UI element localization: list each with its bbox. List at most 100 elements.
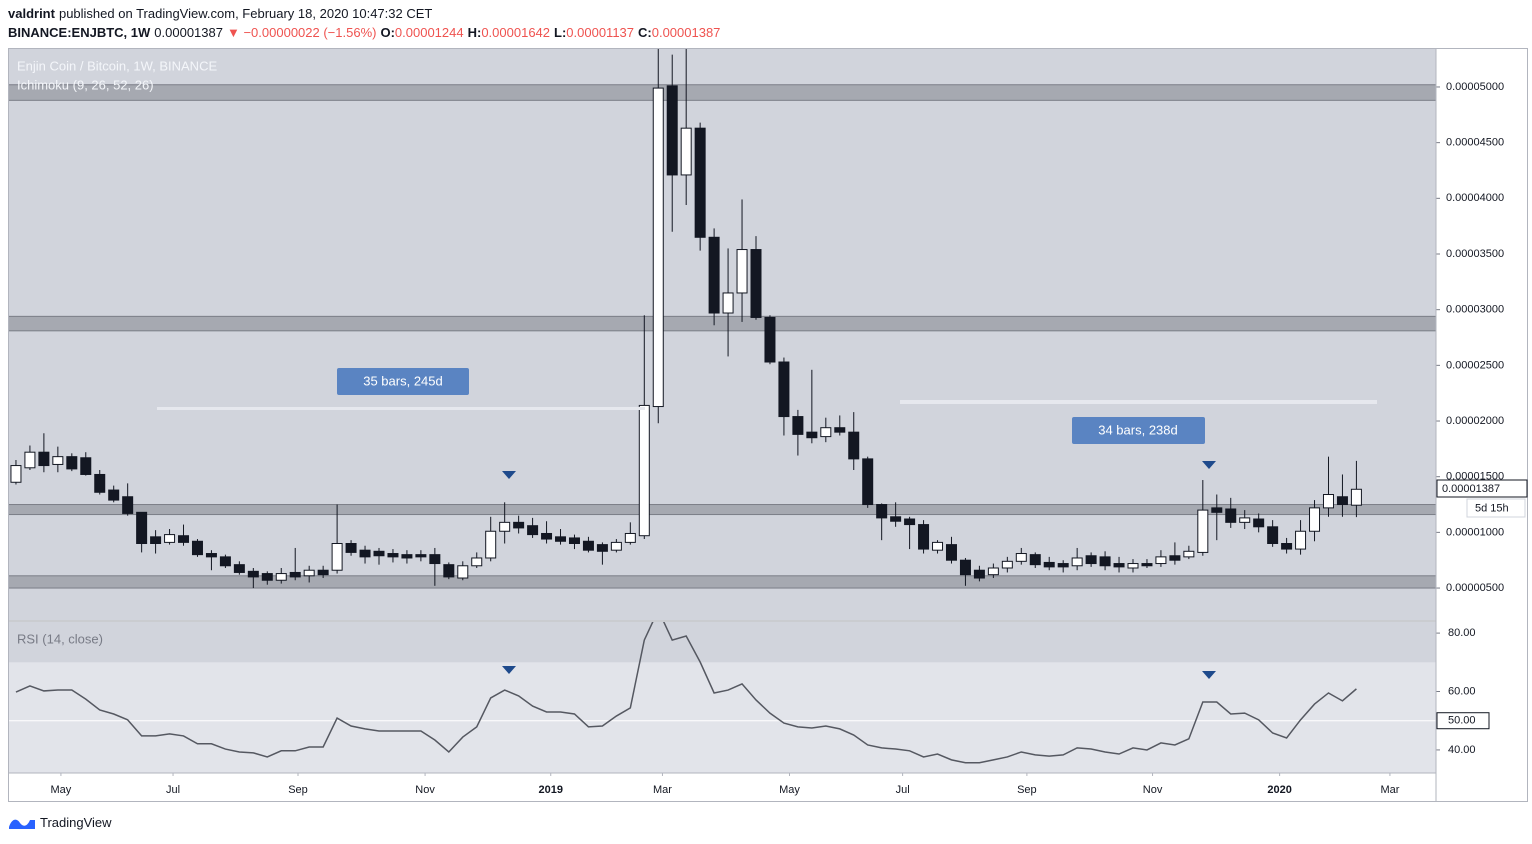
published: published on TradingView.com, February 1…: [58, 6, 433, 21]
logo: [9, 819, 35, 829]
indicator-label: Ichimoku (9, 26, 52, 26): [17, 77, 154, 92]
candle-body: [1211, 507, 1223, 513]
quote-line: BINANCE:ENJBTC, 1W 0.00001387 ▼ −0.00000…: [8, 25, 720, 40]
candle-body: [359, 549, 371, 558]
price-pane: [8, 48, 1436, 620]
candle-body: [834, 427, 846, 433]
x-tick-label: Sep: [1017, 784, 1037, 796]
candle-body: [485, 530, 497, 559]
candle-body: [666, 85, 678, 176]
candle-body: [652, 87, 664, 408]
candle-body: [527, 525, 539, 536]
candle-body: [1043, 561, 1055, 568]
candle-body: [568, 537, 580, 545]
zone: [8, 84, 1436, 101]
candle-body: [150, 536, 162, 545]
candle-body: [443, 564, 455, 578]
y-tick-label: 0.00001000: [1446, 526, 1504, 538]
price-axis: [1436, 48, 1528, 802]
candle-body: [247, 570, 259, 578]
candle-body: [806, 431, 818, 439]
x-tick-label: May: [779, 784, 800, 796]
x-tick-label: Mar: [1380, 784, 1399, 796]
candle-body: [471, 557, 483, 567]
measure-line: [157, 407, 645, 410]
x-tick-label: 2019: [539, 784, 563, 796]
candle-body: [1253, 518, 1265, 528]
candle-body: [1183, 550, 1195, 558]
candle-body: [457, 565, 469, 579]
candle-body: [792, 416, 804, 435]
candle-body: [610, 541, 622, 551]
measure-box: [337, 368, 469, 395]
candle-body: [136, 511, 148, 545]
candle-body: [261, 573, 273, 581]
ohlc-item: L:0.00001137: [554, 25, 634, 40]
candle-body: [708, 236, 720, 314]
candle-body: [959, 559, 971, 576]
candle-body: [1309, 507, 1321, 532]
candle-body: [1001, 560, 1013, 569]
zone: [8, 315, 1436, 332]
x-tick-label: Mar: [653, 784, 672, 796]
candle-body: [373, 550, 385, 557]
candle-body: [1141, 563, 1153, 567]
candle-body: [52, 456, 64, 465]
y-tick-label: 0.00004000: [1446, 192, 1504, 204]
last-price: 0.00001387: [154, 25, 223, 40]
candle-body: [638, 404, 650, 537]
y-tick-label: 0.00005000: [1446, 81, 1504, 93]
candle-body: [164, 534, 176, 543]
last-price-box: [1436, 479, 1528, 498]
candle-body: [38, 451, 50, 467]
candle-body: [736, 249, 748, 294]
x-tick-label: May: [51, 784, 72, 796]
candle-body: [1239, 517, 1251, 523]
candle-body: [345, 543, 357, 553]
candle-body: [624, 532, 636, 543]
candle-body: [973, 569, 985, 579]
x-tick-label: Nov: [415, 784, 435, 796]
candle-body: [1113, 563, 1125, 568]
y-tick-label: 60.00: [1448, 685, 1476, 697]
ohlc-value: 0.00001387: [651, 25, 721, 40]
candle-body: [178, 535, 190, 543]
candle-body: [1267, 526, 1279, 545]
zone: [8, 504, 1436, 516]
candle-body: [904, 518, 916, 526]
y-tick-label: 80.00: [1448, 627, 1476, 639]
candle-body: [1169, 555, 1181, 561]
candle-body: [1085, 555, 1097, 565]
candle-body: [415, 554, 427, 558]
candle-body: [1155, 556, 1167, 565]
symbol: BINANCE:ENJBTC, 1W: [8, 25, 151, 40]
y-tick-label: 0.00002000: [1446, 415, 1504, 427]
candle-body: [499, 521, 511, 532]
rsi-title: RSI (14, close): [17, 631, 103, 646]
candle-body: [890, 516, 902, 522]
candle-body: [764, 316, 776, 363]
candle-body: [108, 489, 120, 501]
candle-body: [945, 544, 957, 561]
marker: [1202, 671, 1216, 679]
candle-body: [303, 569, 315, 577]
candle-body: [275, 573, 287, 581]
time-axis: [8, 773, 1436, 802]
ohlc-item: H:0.00001642: [468, 25, 550, 40]
candle-body: [1295, 530, 1307, 550]
candle-body: [1071, 557, 1083, 567]
candle-body: [191, 540, 203, 556]
x-tick-label: Sep: [288, 784, 308, 796]
ohlc-key: C:: [638, 25, 652, 40]
candle-body: [722, 292, 734, 314]
candle-body: [1127, 563, 1139, 569]
rsi-layer: [8, 622, 1436, 773]
candle-body: [1322, 494, 1334, 509]
candle-body: [1281, 543, 1293, 550]
candle-body: [513, 521, 525, 529]
candle-body: [596, 544, 608, 552]
x-tick-label: Jul: [166, 784, 180, 796]
last-price-label: 0.00001387: [1442, 483, 1500, 495]
countdown-box: [1466, 498, 1526, 518]
